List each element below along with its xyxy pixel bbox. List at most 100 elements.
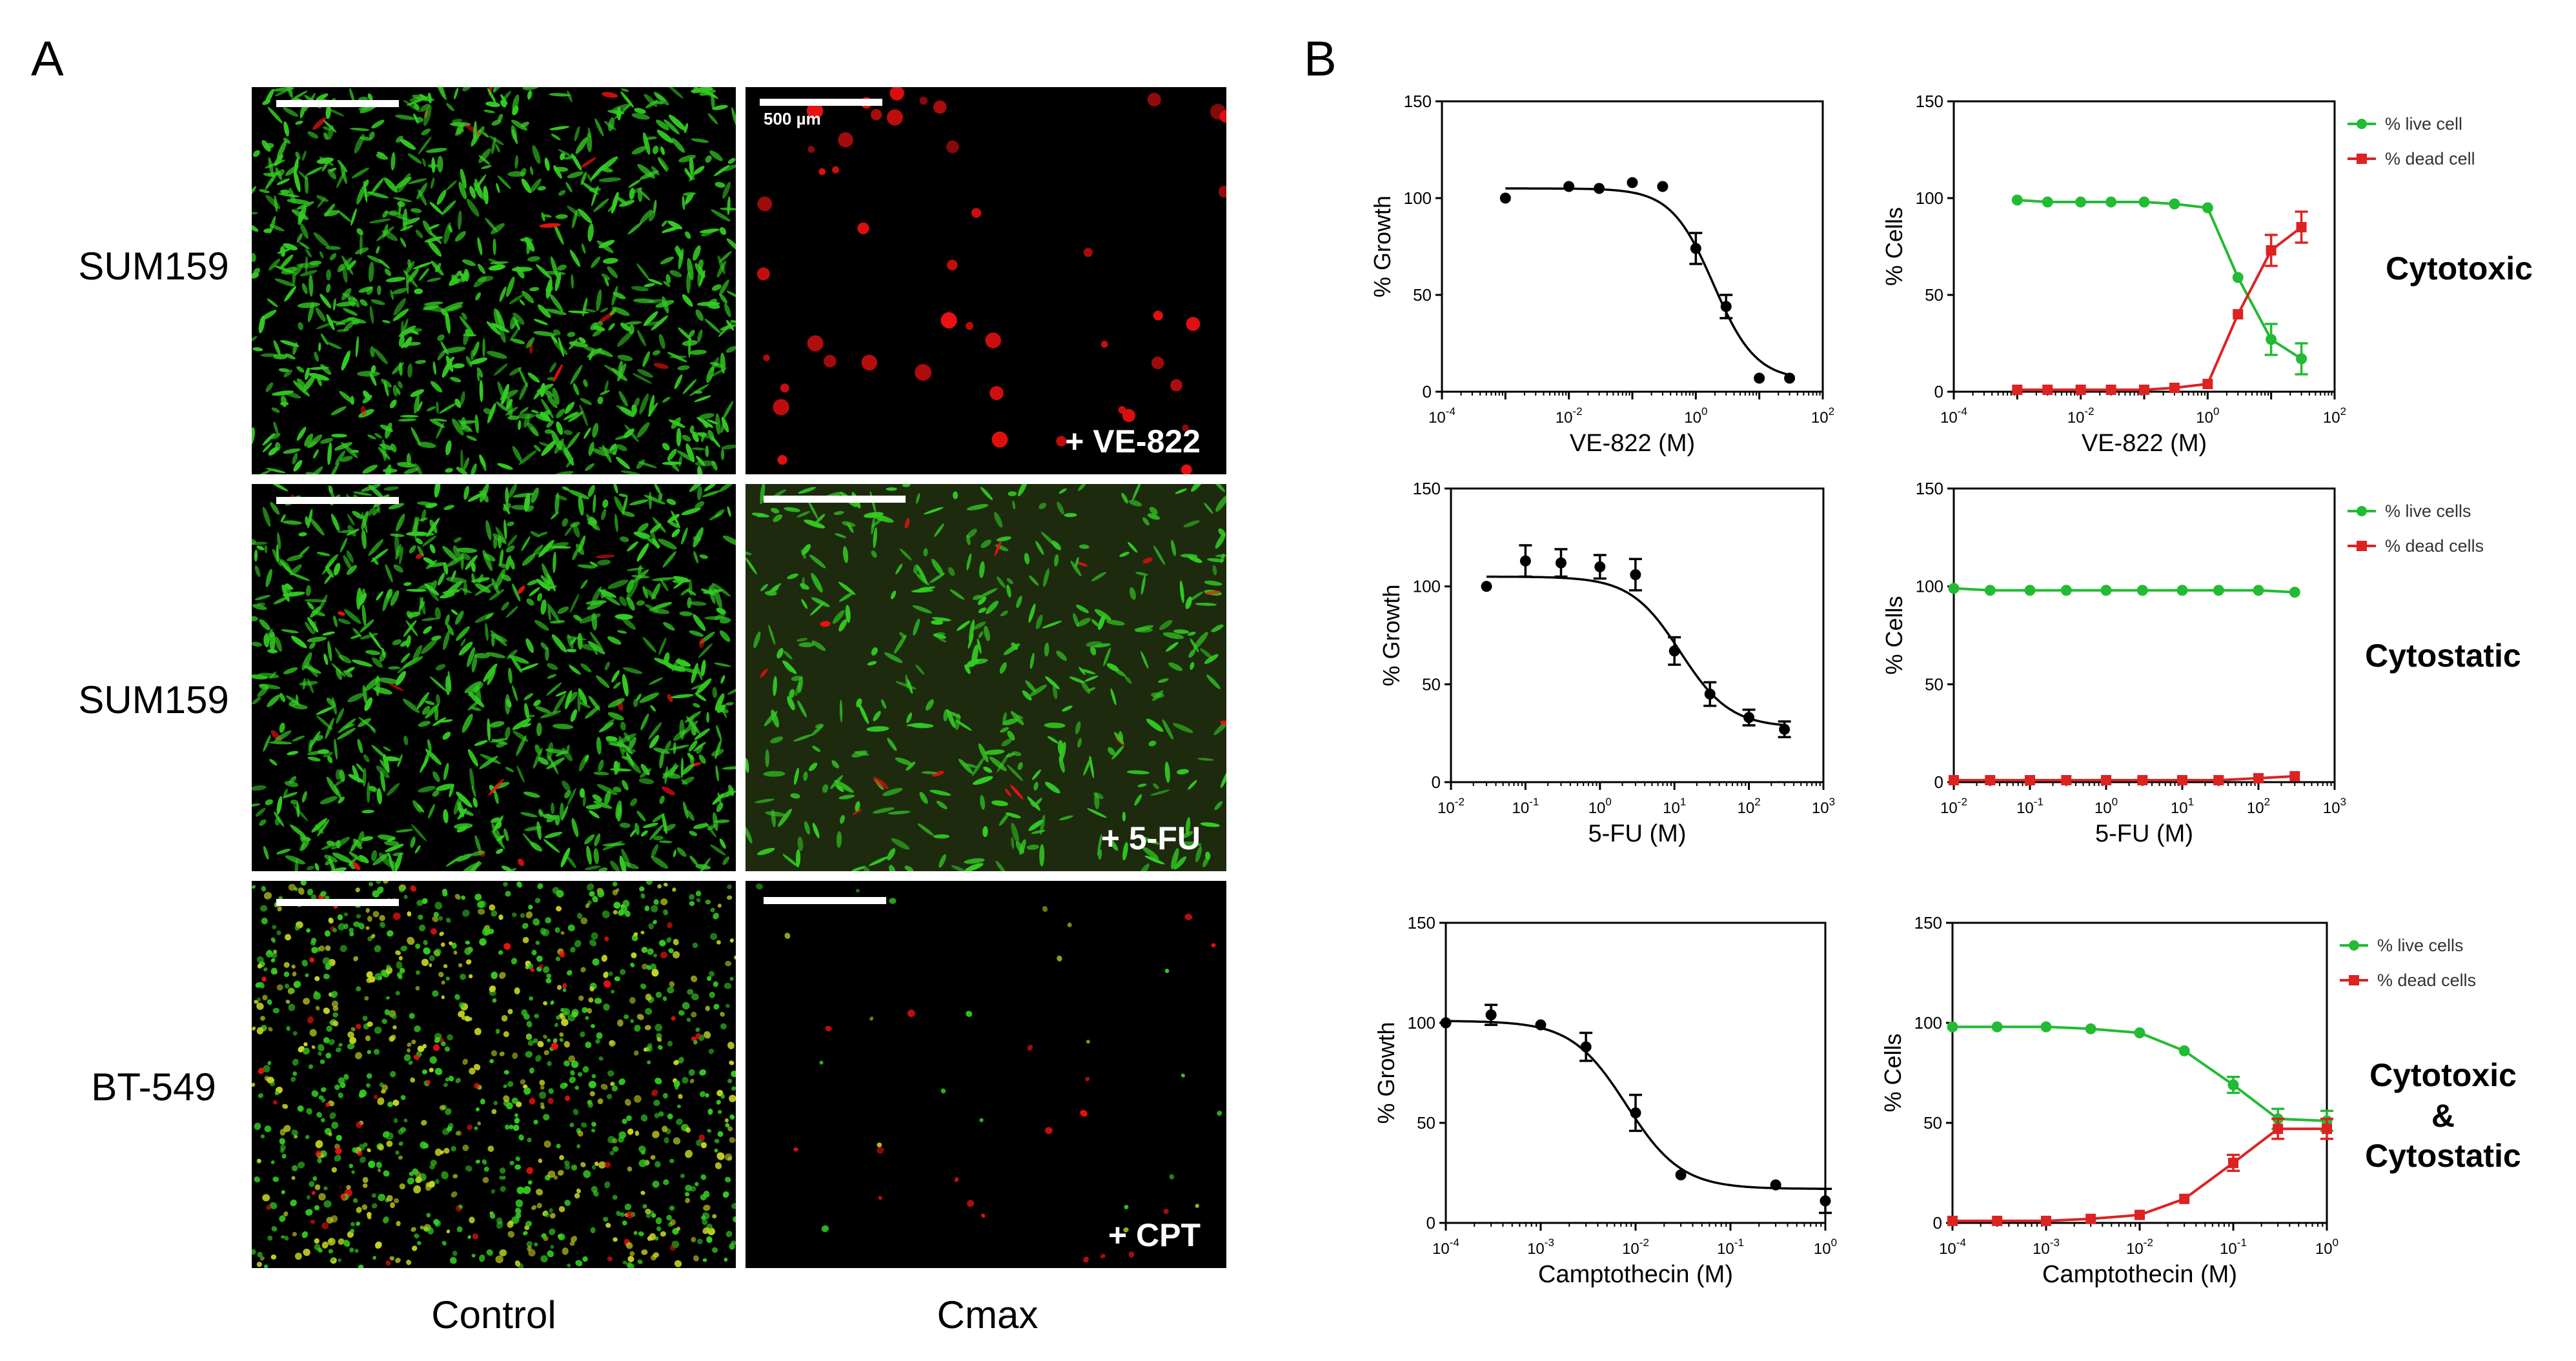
live-cell — [619, 199, 635, 207]
live-cell — [593, 848, 600, 865]
live-cell — [361, 510, 369, 530]
live-cell — [423, 305, 446, 312]
live-cell — [620, 470, 641, 474]
live-cell — [280, 514, 286, 523]
live-cell — [630, 962, 635, 967]
data-point — [2289, 771, 2300, 781]
live-cell — [707, 976, 712, 982]
live-cell — [1028, 820, 1044, 831]
live-cell — [977, 638, 982, 654]
live-cell — [411, 823, 427, 842]
live-cell — [417, 545, 424, 557]
live-cell — [699, 270, 705, 287]
live-cell — [541, 212, 545, 222]
live-cell — [495, 144, 500, 153]
live-cell — [627, 1263, 634, 1268]
live-cell — [798, 642, 815, 647]
live-cell — [697, 465, 703, 474]
live-cell — [555, 691, 567, 697]
scale-bar-label: 500 µm — [764, 109, 821, 128]
live-cell — [383, 1216, 389, 1224]
live-cell — [285, 353, 296, 359]
dead-cell — [272, 1100, 278, 1105]
live-cell — [765, 749, 769, 768]
live-cell — [702, 1258, 707, 1262]
live-cell — [640, 190, 651, 201]
live-cell — [515, 1207, 522, 1215]
live-cell — [1000, 610, 1008, 616]
live-cell — [602, 257, 618, 264]
live-cell — [286, 1025, 290, 1031]
live-cell — [1152, 690, 1164, 701]
live-cell — [309, 1029, 317, 1037]
live-cell — [483, 663, 498, 682]
live-cell — [585, 463, 595, 471]
live-cell — [648, 492, 652, 510]
live-cell — [649, 677, 664, 685]
live-cell — [1162, 719, 1173, 740]
live-cell — [371, 119, 385, 129]
live-cell — [440, 1150, 444, 1154]
live-cell — [592, 958, 600, 966]
live-cell — [314, 824, 324, 834]
live-cell — [554, 814, 560, 826]
live-cell — [887, 811, 911, 815]
live-cell — [543, 1001, 548, 1005]
live-cell — [782, 660, 797, 674]
live-cell — [448, 1075, 454, 1082]
live-cell — [608, 323, 615, 331]
live-cell — [458, 210, 462, 230]
live-cell — [684, 123, 689, 134]
live-cell — [394, 114, 416, 120]
live-cell — [651, 969, 659, 977]
live-cell — [578, 1072, 583, 1077]
live-cell — [415, 359, 427, 364]
live-cell — [489, 904, 496, 911]
live-cell — [271, 953, 278, 958]
live-cell — [392, 639, 402, 645]
live-cell — [267, 106, 283, 124]
live-cell — [451, 609, 458, 616]
live-cell — [686, 809, 695, 821]
live-cell — [505, 1102, 513, 1110]
live-cell — [634, 823, 640, 836]
live-cell — [712, 687, 718, 698]
live-cell — [1220, 767, 1226, 789]
live-cell — [497, 175, 511, 190]
live-cell — [446, 103, 454, 112]
live-cell — [487, 669, 496, 685]
live-cell — [431, 177, 435, 189]
live-cell — [494, 791, 499, 805]
dead-cell — [985, 332, 1001, 348]
live-cell — [482, 927, 490, 936]
live-cell — [589, 986, 594, 992]
live-cell — [607, 1136, 615, 1144]
dead-cell — [1184, 913, 1193, 920]
live-cell — [400, 139, 416, 150]
dead-cell — [698, 1134, 705, 1142]
live-cell — [308, 1064, 314, 1069]
live-cell — [309, 260, 322, 265]
live-cell — [366, 287, 374, 295]
live-cell — [591, 1165, 596, 1170]
live-cell — [621, 88, 629, 92]
live-cell — [474, 583, 491, 593]
live-cell — [643, 132, 651, 155]
live-cell — [719, 227, 727, 236]
live-cell — [693, 1255, 699, 1262]
live-cell — [334, 1154, 341, 1162]
live-cell — [270, 1160, 275, 1164]
live-cell — [487, 1145, 494, 1153]
live-cell — [972, 621, 986, 630]
live-cell — [547, 674, 557, 679]
live-cell — [895, 757, 913, 765]
row-label-sum159-1: SUM159 — [78, 245, 229, 288]
live-cell — [691, 447, 705, 450]
live-cell — [491, 578, 500, 594]
live-cell — [429, 562, 447, 567]
live-cell — [607, 698, 625, 708]
live-cell — [314, 976, 320, 982]
live-cell — [346, 1185, 351, 1190]
live-cell — [801, 576, 805, 590]
live-cell — [294, 858, 299, 871]
